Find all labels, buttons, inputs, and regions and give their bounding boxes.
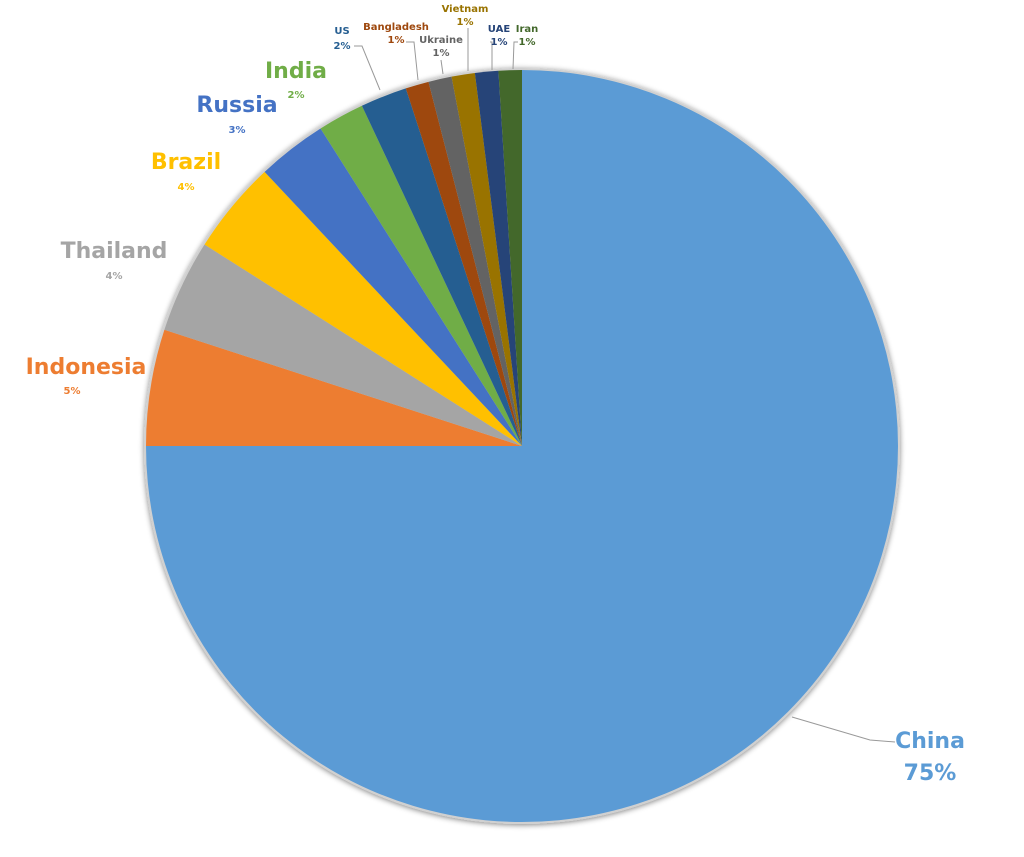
pie-slice [164, 244, 522, 446]
slice-label: Russia [196, 93, 277, 118]
slice-label: India [265, 59, 327, 84]
slice-value-label: 75% [904, 761, 957, 786]
leader-line [440, 59, 444, 75]
slice-value-label: 2% [334, 41, 351, 52]
slice-label: Brazil [151, 150, 221, 175]
pie [146, 70, 898, 822]
slice-label: US [334, 26, 349, 37]
slice-value-label: 3% [229, 125, 246, 136]
slice-label: China [895, 729, 965, 754]
slice-label: Vietnam [442, 4, 489, 15]
pie-slice [451, 72, 522, 446]
slice-label: Ukraine [419, 35, 463, 46]
slice-value-label: 1% [491, 37, 508, 48]
slice-label: Indonesia [26, 355, 147, 380]
slice-label: Thailand [61, 239, 168, 264]
pie-slice [361, 88, 522, 447]
leader-lines [354, 28, 896, 743]
slice-label: UAE [488, 24, 511, 35]
pie-slice [146, 329, 522, 446]
labels: China 75% Indonesia 5% Thailand 4% Brazil 4% Rus… [26, 4, 965, 786]
leader-line [791, 716, 896, 743]
leader-line [490, 41, 493, 70]
leader-line [512, 41, 518, 70]
leader-line [354, 45, 381, 91]
slice-value-label: 5% [64, 386, 81, 397]
pie-slice [264, 128, 522, 446]
slice-label: Iran [516, 24, 539, 35]
pie-slice [405, 81, 522, 446]
slice-value-label: 1% [433, 48, 450, 59]
slice-value-label: 4% [106, 271, 123, 282]
leader-line [406, 41, 419, 81]
pie-slice [320, 105, 522, 446]
pie-slice [474, 70, 522, 447]
slice-value-label: 1% [457, 17, 474, 28]
slice-value-label: 1% [388, 35, 405, 46]
pie-slice [204, 171, 522, 447]
slice-value-label: 2% [288, 90, 305, 101]
slice-value-label: 4% [178, 182, 195, 193]
pie-slice [498, 70, 522, 446]
slice-label: Bangladesh [363, 22, 429, 33]
pie-slice [428, 76, 522, 446]
slice-value-label: 1% [519, 37, 536, 48]
